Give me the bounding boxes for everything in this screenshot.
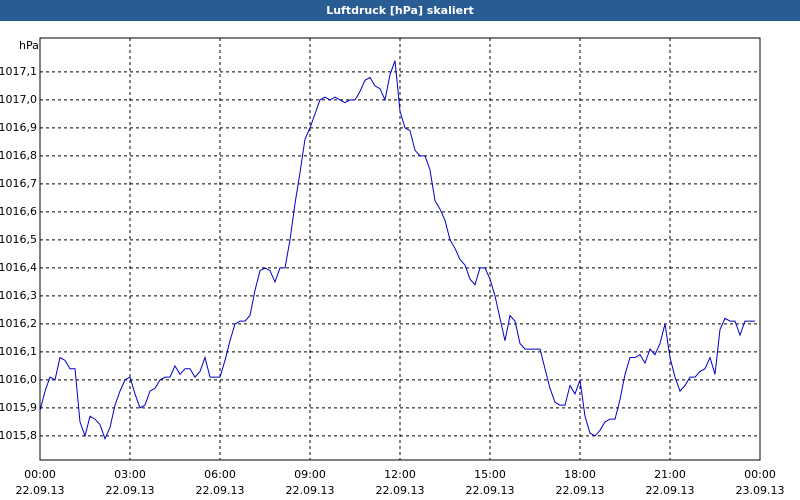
y-tick-label: 1016,2 bbox=[0, 317, 37, 330]
x-tick-date: 22.09.13 bbox=[286, 484, 335, 497]
y-axis-label: hPa bbox=[19, 39, 39, 52]
x-tick-date: 22.09.13 bbox=[466, 484, 515, 497]
chart-title: Luftdruck [hPa] skaliert bbox=[326, 4, 474, 17]
y-tick-label: 1015,8 bbox=[0, 429, 37, 442]
y-tick-label: 1016,6 bbox=[0, 205, 37, 218]
x-tick-label: 06:00 bbox=[204, 468, 236, 481]
x-tick-date: 22.09.13 bbox=[556, 484, 605, 497]
y-tick-label: 1016,7 bbox=[0, 177, 37, 190]
x-tick-label: 00:00 bbox=[744, 468, 776, 481]
x-tick-label: 03:00 bbox=[114, 468, 146, 481]
y-tick-label: 1016,1 bbox=[0, 345, 37, 358]
y-tick-label: 1017,0 bbox=[0, 93, 37, 106]
y-tick-label: 1016,4 bbox=[0, 261, 37, 274]
y-tick-label: 1015,9 bbox=[0, 401, 37, 414]
y-tick-label: 1016,9 bbox=[0, 121, 37, 134]
x-tick-label: 00:00 bbox=[24, 468, 56, 481]
y-tick-label: 1016,8 bbox=[0, 149, 37, 162]
x-tick-date: 22.09.13 bbox=[196, 484, 245, 497]
x-tick-date: 23.09.13 bbox=[736, 484, 785, 497]
title-bar bbox=[0, 0, 800, 21]
line-series bbox=[39, 60, 755, 441]
x-tick-label: 12:00 bbox=[384, 468, 416, 481]
x-tick-label: 09:00 bbox=[294, 468, 326, 481]
y-tick-label: 1017,1 bbox=[0, 65, 37, 78]
x-tick-date: 22.09.13 bbox=[646, 484, 695, 497]
x-tick-date: 22.09.13 bbox=[16, 484, 65, 497]
x-tick-date: 22.09.13 bbox=[106, 484, 155, 497]
y-tick-label: 1016,5 bbox=[0, 233, 37, 246]
y-tick-label: 1016,0 bbox=[0, 373, 37, 386]
x-tick-label: 18:00 bbox=[564, 468, 596, 481]
x-tick-label: 21:00 bbox=[654, 468, 686, 481]
y-tick-label: 1016,3 bbox=[0, 289, 37, 302]
x-tick-label: 15:00 bbox=[474, 468, 506, 481]
x-tick-date: 22.09.13 bbox=[376, 484, 425, 497]
